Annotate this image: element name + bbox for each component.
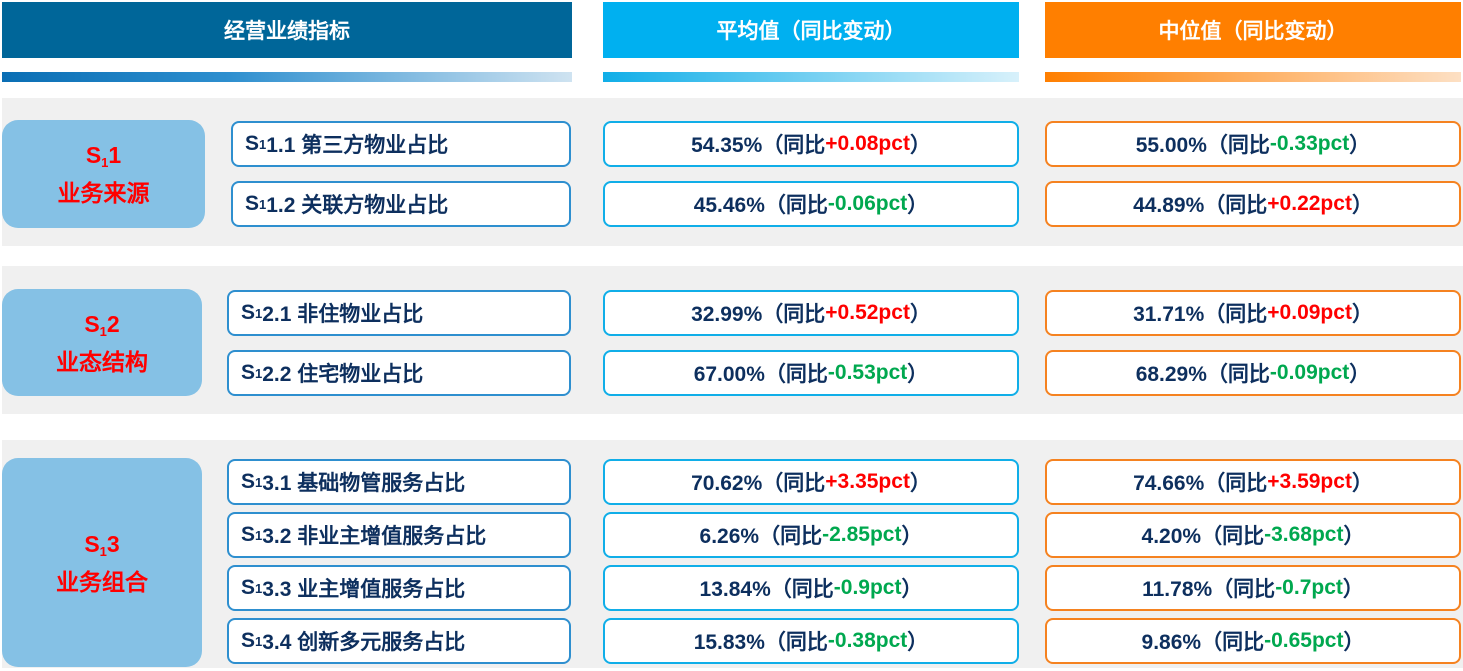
median-change: -0.65pct	[1264, 629, 1344, 652]
median-change: +0.22pct	[1267, 192, 1352, 215]
median-value: 31.71%（同比 +0.09pct）	[1045, 290, 1461, 336]
median-change: -0.7pct	[1275, 576, 1343, 599]
category-box: S13 业务组合	[2, 458, 202, 667]
category-code: S13	[84, 530, 120, 559]
category-name: 业务组合	[56, 568, 148, 595]
indicator-label: S 1 2.2 住宅物业占比	[227, 350, 571, 396]
average-change: -2.85pct	[822, 523, 902, 546]
indicator-label: S 1 3.3 业主增值服务占比	[227, 565, 571, 611]
indicator-label: S 1 1.1 第三方物业占比	[231, 121, 571, 167]
average-change: +0.08pct	[825, 132, 910, 155]
average-value: 13.84%（同比 -0.9pct）	[603, 565, 1019, 611]
category-box: S11 业务来源	[2, 120, 205, 228]
median-value: 9.86%（同比 -0.65pct）	[1045, 618, 1461, 664]
median-change: +0.09pct	[1267, 301, 1352, 324]
category-box: S12 业态结构	[2, 289, 202, 396]
indicator-label: S 1 3.2 非业主增值服务占比	[227, 512, 571, 558]
gradient-bar-2	[603, 72, 1019, 82]
category-code: S12	[84, 310, 120, 339]
median-value: 44.89%（同比 +0.22pct）	[1045, 181, 1461, 227]
average-change: +3.35pct	[825, 470, 910, 493]
average-change: -0.53pct	[827, 361, 908, 384]
header-median: 中位值（同比变动）	[1045, 2, 1461, 58]
median-value: 4.20%（同比 -3.68pct）	[1045, 512, 1461, 558]
median-value: 11.78%（同比 -0.7pct）	[1045, 565, 1461, 611]
header-indicators: 经营业绩指标	[2, 2, 572, 58]
average-value: 32.99%（同比 +0.52pct）	[603, 290, 1019, 336]
average-value: 54.35%（同比 +0.08pct）	[603, 121, 1019, 167]
gradient-bar-3	[1045, 72, 1461, 82]
gradient-bar-1	[2, 72, 572, 82]
average-change: -0.9pct	[833, 576, 902, 599]
average-change: -0.06pct	[827, 192, 908, 215]
average-value: 6.26%（同比 -2.85pct）	[603, 512, 1019, 558]
indicator-label: S 1 2.1 非住物业占比	[227, 290, 571, 336]
average-value: 70.62%（同比 +3.35pct）	[603, 459, 1019, 505]
median-change: -3.68pct	[1264, 523, 1344, 546]
header-average: 平均值（同比变动）	[603, 2, 1019, 58]
indicator-label: S 1 3.4 创新多元服务占比	[227, 618, 571, 664]
median-value: 68.29%（同比 -0.09pct）	[1045, 350, 1461, 396]
category-name: 业态结构	[56, 348, 148, 375]
average-change: +0.52pct	[825, 301, 910, 324]
category-code: S11	[85, 142, 122, 170]
category-name: 业务来源	[57, 180, 150, 206]
indicator-label: S 1 1.2 关联方物业占比	[231, 181, 571, 227]
average-value: 15.83%（同比 -0.38pct）	[603, 618, 1019, 664]
average-change: -0.38pct	[827, 629, 908, 652]
median-change: +3.59pct	[1267, 470, 1352, 493]
median-change: -0.09pct	[1269, 361, 1350, 384]
average-value: 67.00%（同比 -0.53pct）	[603, 350, 1019, 396]
median-change: -0.33pct	[1269, 132, 1350, 155]
median-value: 55.00%（同比 -0.33pct）	[1045, 121, 1461, 167]
indicator-label: S 1 3.1 基础物管服务占比	[227, 459, 571, 505]
median-value: 74.66%（同比 +3.59pct）	[1045, 459, 1461, 505]
average-value: 45.46%（同比 -0.06pct）	[603, 181, 1019, 227]
